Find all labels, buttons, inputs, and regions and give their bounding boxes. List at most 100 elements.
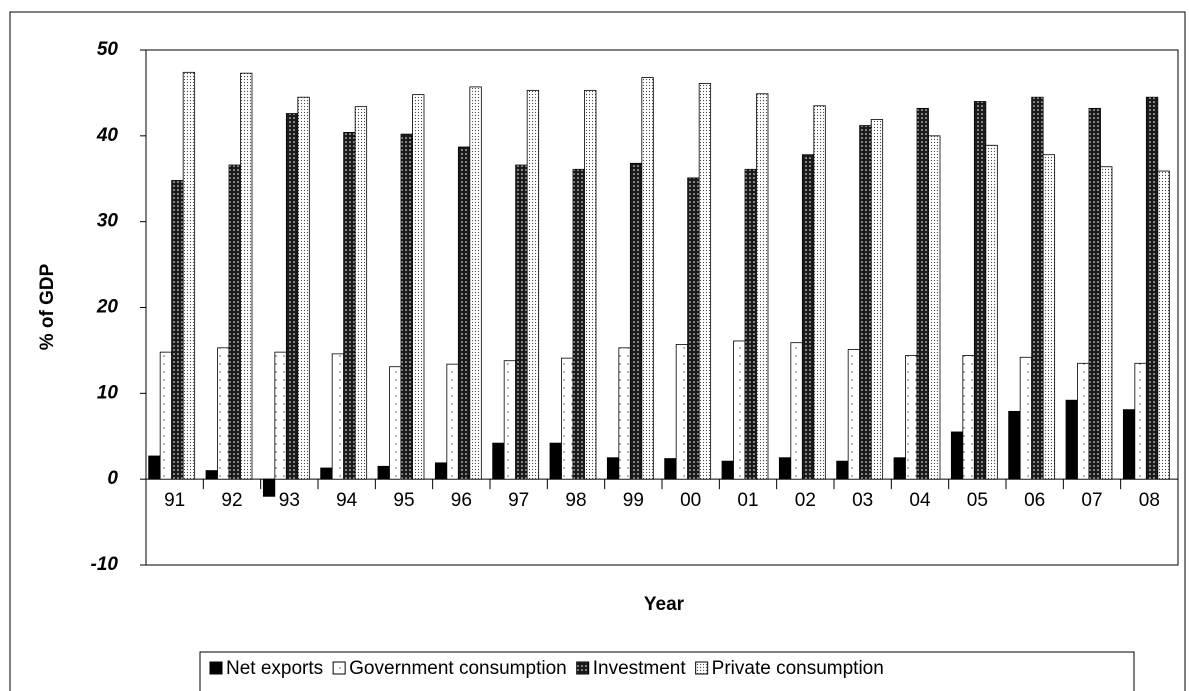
bar: [1008, 410, 1021, 480]
bar: [412, 94, 425, 480]
bar: [1031, 96, 1044, 480]
bar: [446, 363, 459, 480]
bar: [847, 349, 861, 480]
legend-label: Government consumption: [349, 658, 567, 679]
x-tick-label: 06: [1024, 490, 1045, 511]
bar: [159, 351, 173, 480]
bar: [457, 146, 471, 480]
bar: [664, 458, 677, 480]
bar: [744, 168, 757, 480]
bar: [733, 340, 746, 480]
x-tick-label: 92: [221, 490, 242, 511]
x-tick-label: 00: [680, 490, 701, 511]
bar: [331, 353, 345, 480]
bar: [297, 96, 310, 480]
legend-swatch: [695, 661, 709, 675]
bar: [1134, 362, 1147, 480]
bar: [629, 162, 643, 480]
legend-label: Net exports: [226, 658, 323, 679]
x-tick-label: 95: [393, 490, 414, 511]
bar: [641, 77, 654, 480]
bar: [801, 154, 815, 480]
x-tick-label: 91: [164, 490, 185, 511]
x-tick-label: 96: [451, 490, 472, 511]
bar: [859, 125, 872, 480]
x-tick-label: 94: [336, 490, 358, 511]
bar: [836, 460, 849, 480]
bar: [217, 347, 230, 480]
x-tick-label: 03: [852, 490, 873, 511]
bar: [687, 177, 700, 480]
bar: [893, 457, 906, 480]
bar: [790, 342, 803, 480]
bar: [928, 135, 941, 480]
bar: [148, 455, 161, 480]
y-tick-label: 0: [107, 468, 118, 489]
bar: [1077, 362, 1090, 480]
y-tick-label: 40: [96, 125, 119, 146]
bar: [1145, 96, 1159, 480]
bar: [320, 467, 333, 480]
bar: [469, 86, 482, 480]
legend-box: [199, 651, 1135, 691]
legend-swatch: [576, 661, 590, 675]
bar: [962, 355, 975, 480]
bar: [698, 83, 712, 480]
bar: [515, 164, 528, 480]
bar: [675, 344, 689, 480]
bar: [916, 107, 929, 480]
bar: [389, 366, 402, 480]
bar: [778, 457, 792, 480]
bar: [343, 131, 356, 480]
bar: [285, 113, 299, 480]
y-tick-label: -10: [91, 554, 119, 575]
x-tick-label: 01: [737, 490, 758, 511]
x-tick-label: 05: [967, 490, 988, 511]
bar: [400, 133, 413, 480]
bar: [182, 71, 196, 480]
bar: [618, 347, 631, 480]
bar: [1157, 170, 1170, 480]
bar: [492, 442, 505, 480]
bar: [434, 462, 448, 480]
y-tick-label: 20: [96, 297, 119, 318]
bar: [240, 72, 253, 480]
bar: [1019, 356, 1033, 480]
x-tick-label: 02: [795, 490, 816, 511]
bar: [171, 180, 184, 480]
bar: [1088, 107, 1101, 480]
bar: [905, 355, 918, 480]
legend-swatch: [209, 661, 223, 675]
bar: [549, 442, 562, 480]
bar: [1042, 154, 1056, 480]
bar: [205, 470, 218, 480]
legend-label: Investment: [593, 658, 687, 679]
bar: [377, 465, 390, 480]
bar: [721, 460, 734, 480]
x-tick-label: 07: [1081, 490, 1102, 511]
bar: [973, 101, 987, 480]
y-tick-label: 30: [97, 211, 119, 232]
bar: [950, 431, 964, 480]
bar: [870, 119, 884, 480]
bar: [503, 360, 517, 480]
legend-label: Private consumption: [712, 658, 884, 679]
x-tick-label: 93: [279, 490, 300, 511]
bar: [274, 351, 287, 480]
y-axis-title: % of GDP: [37, 263, 58, 350]
bar: [985, 144, 998, 480]
bar: [526, 89, 540, 480]
x-tick-label: 98: [565, 490, 586, 511]
bar: [1100, 166, 1113, 480]
y-tick-label: 10: [97, 382, 119, 403]
y-tick-label: 50: [97, 39, 119, 60]
legend-swatch: [332, 661, 346, 675]
bar: [606, 457, 620, 480]
x-tick-label: 08: [1139, 490, 1160, 511]
bar: [262, 478, 276, 497]
bar: [1065, 399, 1078, 480]
bar: [561, 357, 574, 480]
bar: [572, 168, 585, 480]
bar: [756, 93, 769, 480]
